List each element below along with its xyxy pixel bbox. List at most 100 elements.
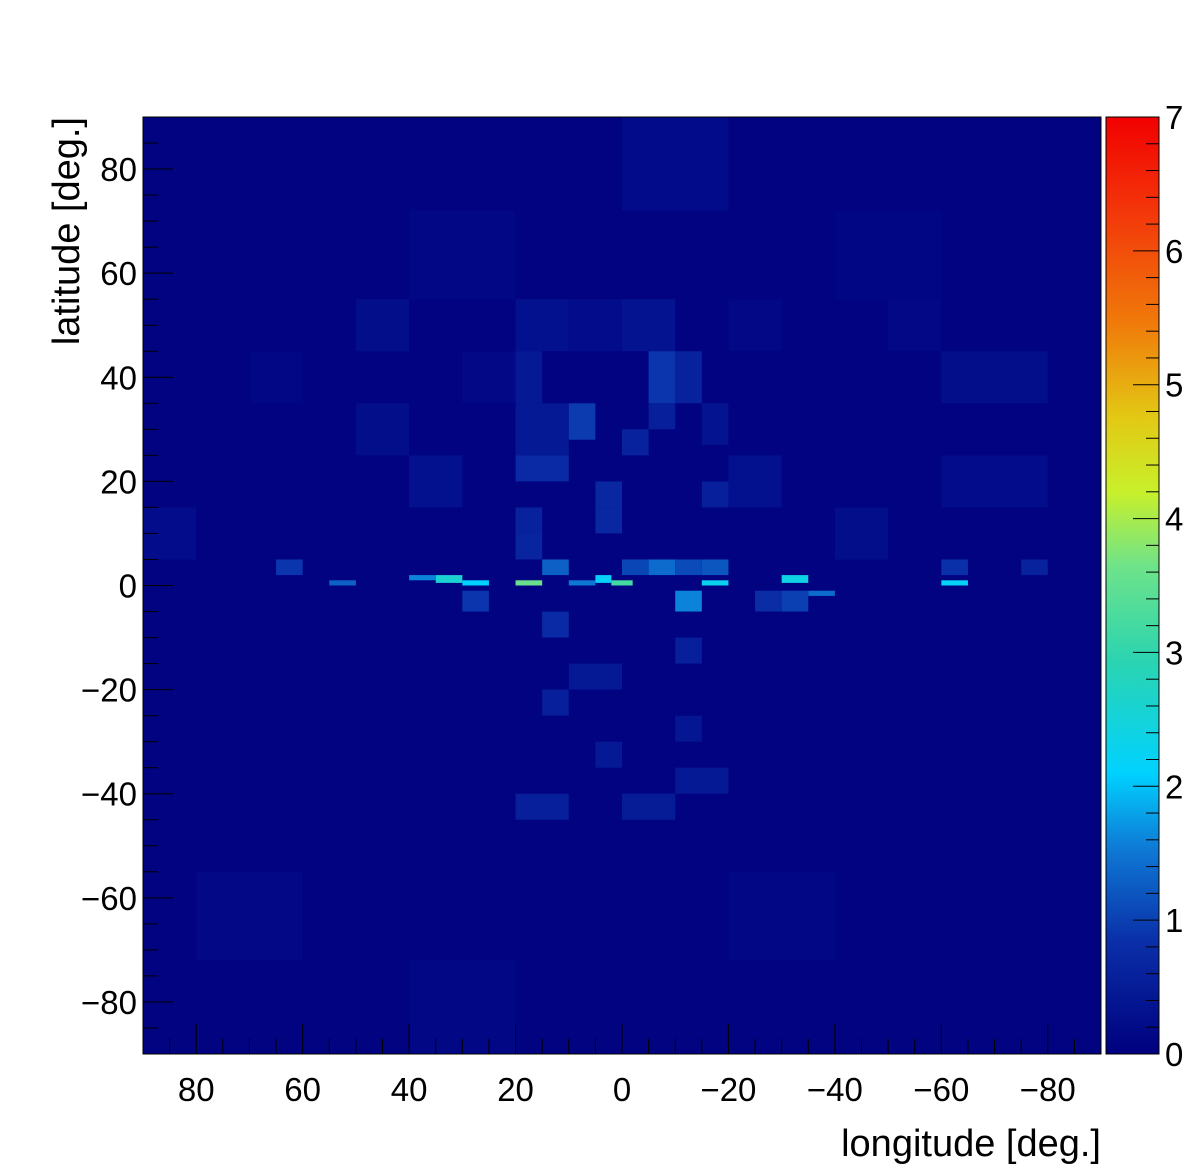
heatmap-cell	[595, 481, 622, 508]
heatmap-cell	[675, 590, 702, 612]
heatmap-cell	[568, 299, 622, 352]
heatmap-cell	[515, 533, 543, 560]
heatmap-cell	[675, 767, 729, 794]
x-tick-label: −80	[1020, 1071, 1076, 1108]
x-tick-label: 80	[178, 1071, 215, 1108]
heatmap-cell	[249, 351, 303, 404]
heatmap-cell	[409, 210, 516, 300]
heatmap-cell	[701, 403, 729, 445]
heatmap-cell	[568, 663, 622, 690]
heatmap-cell	[276, 559, 303, 576]
x-tick-label: −60	[913, 1071, 969, 1108]
heatmap-cell	[941, 580, 968, 586]
heatmap-cell	[622, 559, 649, 576]
heatmap-cell	[701, 559, 729, 576]
heatmap-cell	[1021, 559, 1048, 576]
y-tick-label: −80	[81, 984, 137, 1021]
x-tick-label: −20	[700, 1071, 756, 1108]
heatmap-cell	[595, 507, 622, 534]
y-tick-label: −60	[81, 880, 137, 917]
heatmap-cell	[568, 403, 596, 440]
heatmap-cell	[595, 575, 612, 583]
heatmap-cell	[701, 481, 729, 508]
colorbar-tick-label: 1	[1165, 902, 1183, 939]
heatmap-cells	[143, 117, 1101, 1054]
heatmap-cell	[808, 590, 835, 596]
heatmap-cell	[675, 637, 702, 664]
x-axis: 80 60 40 20 0 −20 −40 −60 −80	[142, 1024, 1102, 1108]
heatmap-cell	[542, 689, 569, 716]
heatmap-cell	[355, 403, 410, 456]
x-axis-title: longitude [deg.]	[841, 1123, 1101, 1165]
heatmap-cell	[329, 580, 356, 586]
heatmap-cell	[515, 580, 543, 586]
heatmap-cell	[622, 299, 676, 352]
heatmap-cell	[515, 793, 569, 820]
heatmap-cell	[941, 351, 1048, 404]
heatmap-cell	[462, 590, 489, 612]
heatmap-cell	[542, 559, 569, 576]
y-tick-label: −20	[81, 672, 137, 709]
heatmap-cell	[648, 403, 676, 430]
heatmap-cell	[675, 715, 702, 742]
heatmap-cell	[409, 960, 516, 1054]
heatmap-cell	[622, 793, 676, 820]
heatmap-cell	[409, 575, 436, 581]
heatmap-cell	[622, 429, 649, 456]
heatmap-cell	[728, 455, 782, 508]
colorbar-axis: 0 1 2 3 4 5 6 7	[1133, 99, 1183, 1073]
y-axis: 80 60 40 20 0 −20 −40 −60 −80	[81, 116, 173, 1055]
heatmap-cell	[941, 559, 968, 576]
heatmap-cell	[728, 299, 782, 352]
heatmap-cell	[701, 580, 729, 586]
heatmap-cell	[595, 741, 622, 768]
heatmap-cell	[834, 507, 889, 560]
heatmap-cell	[611, 580, 633, 586]
x-tick-label: 60	[284, 1071, 321, 1108]
heatmap-cell	[648, 351, 676, 404]
heatmap-cell	[515, 351, 543, 404]
heatmap-cell	[355, 299, 410, 352]
heatmap-cell	[515, 299, 569, 352]
colorbar-tick-label: 4	[1165, 501, 1183, 538]
colorbar-tick-label: 5	[1165, 367, 1183, 404]
heatmap-cell	[462, 351, 516, 404]
heatmap-cell	[515, 507, 543, 534]
heatmap-cell	[648, 559, 676, 576]
heatmap-cell	[728, 871, 835, 961]
x-tick-label: 20	[497, 1071, 534, 1108]
colorbar	[1106, 117, 1159, 1054]
heatmap-cell	[834, 210, 942, 300]
x-tick-label: 40	[391, 1071, 428, 1108]
colorbar-frame	[1105, 116, 1160, 1055]
colorbar-tick-label: 6	[1165, 233, 1183, 270]
heatmap-cell	[409, 455, 463, 508]
heatmap-cell	[675, 351, 702, 404]
y-tick-label: −40	[81, 776, 137, 813]
y-tick-label: 20	[100, 463, 137, 500]
heatmap-cell	[622, 117, 729, 211]
heatmap-cell	[435, 575, 463, 583]
y-tick-label: 0	[119, 568, 137, 605]
heatmap-cell	[755, 590, 782, 612]
heatmap-cell	[675, 559, 702, 576]
colorbar-tick-label: 3	[1165, 634, 1183, 671]
heatmap-cell	[941, 455, 1048, 508]
heatmap-cell	[515, 455, 569, 482]
y-tick-label: 40	[100, 359, 137, 396]
x-tick-label: 0	[613, 1071, 631, 1108]
y-axis-title: latitude [deg.]	[46, 117, 88, 345]
heatmap-cell	[888, 299, 942, 352]
heatmap-cell	[568, 580, 596, 586]
y-tick-label: 60	[100, 255, 137, 292]
heatmap-cell	[781, 575, 809, 583]
colorbar-tick-label: 0	[1165, 1036, 1183, 1073]
heatmap-cell	[462, 580, 489, 586]
colorbar-tick-label: 2	[1165, 768, 1183, 805]
heatmap-cell	[781, 590, 809, 612]
heatmap-cell	[515, 403, 569, 456]
y-tick-label: 80	[100, 151, 137, 188]
colorbar-tick-label: 7	[1165, 99, 1183, 136]
heatmap-cell	[542, 611, 569, 638]
